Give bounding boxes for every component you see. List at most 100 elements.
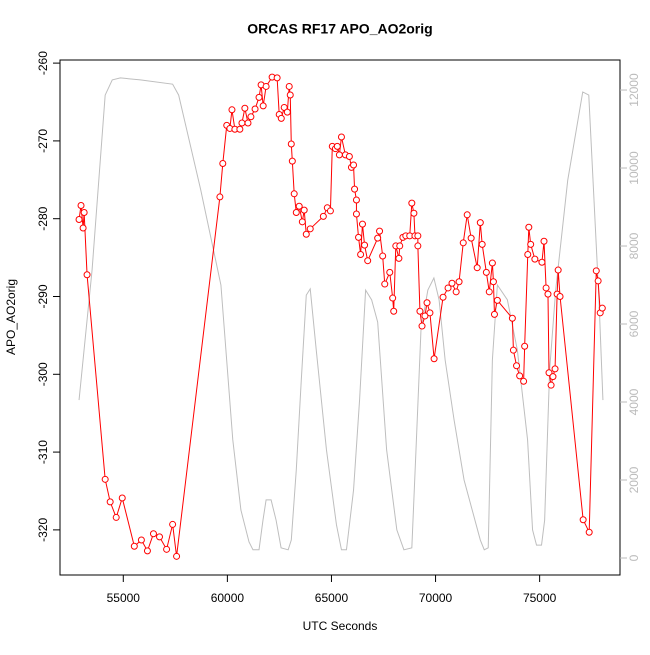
- data-point: [478, 240, 486, 248]
- data-point: [236, 125, 244, 133]
- data-point: [524, 250, 532, 258]
- x-tick-label: 55000: [107, 591, 141, 605]
- data-point: [430, 355, 438, 363]
- data-point: [585, 528, 593, 536]
- y2-tick-label: 10000: [627, 151, 641, 185]
- data-point: [351, 185, 359, 193]
- y-tick-label: -280: [36, 206, 50, 230]
- data-point: [283, 108, 291, 116]
- data-point: [490, 310, 498, 318]
- data-point: [285, 82, 293, 90]
- data-point: [554, 266, 562, 274]
- data-point: [531, 255, 539, 263]
- data-point: [364, 257, 372, 265]
- data-point: [493, 296, 501, 304]
- data-point: [101, 475, 109, 483]
- data-point: [408, 199, 416, 207]
- data-point: [598, 304, 606, 312]
- data-point: [463, 211, 471, 219]
- data-point: [358, 220, 366, 228]
- data-point: [163, 545, 171, 553]
- data-point: [551, 365, 559, 373]
- data-point: [516, 372, 524, 380]
- data-point: [592, 267, 600, 275]
- data-point: [345, 152, 353, 160]
- plot-frame: [59, 59, 621, 576]
- y-tick-label: -300: [36, 362, 50, 386]
- data-point: [228, 106, 236, 114]
- data-point: [130, 542, 138, 550]
- y2-tick-label: 6000: [627, 310, 641, 337]
- data-point: [444, 284, 452, 292]
- data-point: [414, 242, 422, 250]
- data-point: [379, 252, 387, 260]
- data-point: [77, 201, 85, 209]
- data-point: [350, 161, 358, 169]
- y2-tick-label: 0: [627, 554, 641, 561]
- data-point: [75, 215, 83, 223]
- data-line: [78, 77, 604, 551]
- chart-title: ORCAS RF17 APO_AO2orig: [247, 21, 432, 37]
- x-tick-label: 60000: [211, 591, 245, 605]
- data-point: [395, 254, 403, 262]
- x-tick-label: 70000: [419, 591, 453, 605]
- data-point: [361, 241, 369, 249]
- data-point: [286, 91, 294, 99]
- data-point: [426, 309, 434, 317]
- data-point: [352, 210, 360, 218]
- data-point: [473, 264, 481, 272]
- data-point: [579, 516, 587, 524]
- data-point: [137, 536, 145, 544]
- data-point: [241, 104, 249, 112]
- data-point: [410, 209, 418, 217]
- data-point: [396, 242, 404, 250]
- data-point: [476, 219, 484, 227]
- data-point: [251, 105, 259, 113]
- data-point: [467, 234, 475, 242]
- data-point: [302, 230, 310, 238]
- data-point: [156, 533, 164, 541]
- data-point: [244, 119, 252, 127]
- data-point: [594, 277, 602, 285]
- data-point: [288, 157, 296, 165]
- y2-tick-label: 4000: [627, 388, 641, 415]
- data-point: [381, 280, 389, 288]
- data-point: [374, 234, 382, 242]
- data-point: [540, 237, 548, 245]
- data-point: [295, 202, 303, 210]
- y-tick-label: -260: [36, 51, 50, 75]
- data-point: [489, 278, 497, 286]
- data-point: [273, 74, 281, 82]
- y-tick-label: -290: [36, 284, 50, 308]
- data-point: [143, 547, 151, 555]
- data-point: [355, 233, 363, 241]
- x-axis-label: UTC Seconds: [303, 619, 378, 633]
- y-tick-label: -310: [36, 440, 50, 464]
- data-point: [549, 373, 557, 381]
- data-point: [527, 240, 535, 248]
- data-line: [78, 76, 603, 557]
- data-point: [149, 530, 157, 538]
- data-point: [106, 498, 114, 506]
- data-point: [513, 362, 521, 370]
- data-point: [298, 218, 306, 226]
- data-point: [521, 342, 529, 350]
- data-point: [238, 119, 246, 127]
- data-point: [287, 140, 295, 148]
- data-point: [448, 279, 456, 287]
- x-tick-label: 65000: [315, 591, 349, 605]
- y-tick-label: -320: [36, 518, 50, 542]
- data-point: [337, 133, 345, 141]
- data-point: [485, 288, 493, 296]
- data-point: [414, 232, 422, 240]
- data-point: [173, 552, 181, 560]
- data-point: [80, 208, 88, 216]
- data-point: [459, 239, 467, 247]
- data-point: [542, 284, 550, 292]
- data-point: [79, 224, 87, 232]
- data-point: [352, 196, 360, 204]
- data-point: [277, 114, 285, 122]
- y2-tick-label: 8000: [627, 232, 641, 259]
- data-point: [390, 307, 398, 315]
- data-point: [520, 377, 528, 385]
